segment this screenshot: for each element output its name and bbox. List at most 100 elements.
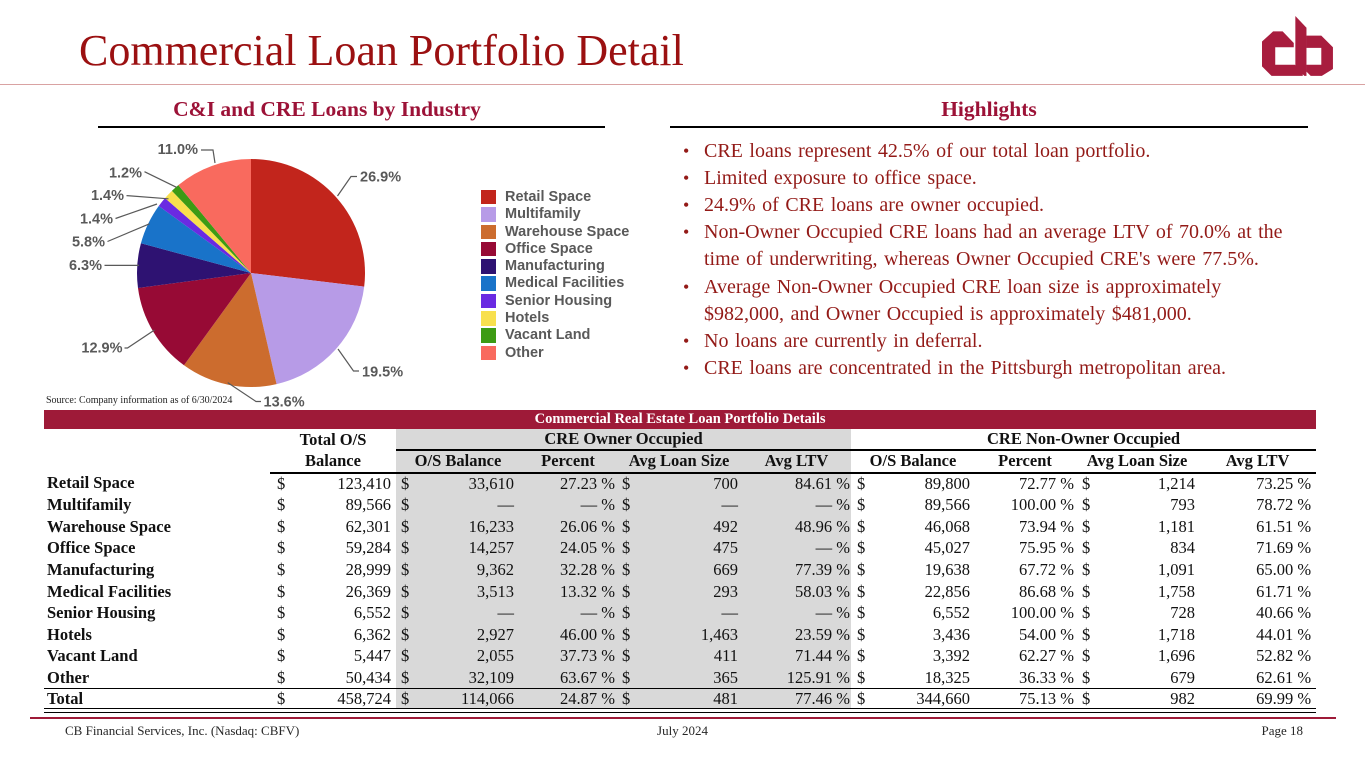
highlight-bullet: CRE loans are concentrated in the Pittsb…: [676, 355, 1294, 382]
cell-oo-percent: 13.32 %: [560, 581, 615, 601]
legend-label: Vacant Land: [505, 327, 591, 344]
pie-slice-manufacturing: [137, 243, 251, 288]
cell-oo-avg-ltv: 77.46 %: [742, 688, 851, 710]
currency-symbol: $: [622, 473, 631, 493]
cell-oo-avg-loan-size: $475: [622, 538, 738, 558]
pie-percent-label: 13.6%: [264, 395, 305, 411]
cell-noo-balance: $46,068: [857, 516, 970, 536]
legend-label: Warehouse Space: [505, 223, 630, 240]
cell-oo-balance: $2,927: [401, 624, 514, 644]
currency-symbol: $: [277, 603, 286, 623]
col-header-oo-percent: Percent: [520, 450, 616, 474]
currency-symbol: $: [277, 516, 286, 536]
legend-label: Retail Space: [505, 188, 592, 205]
currency-symbol: $: [277, 667, 286, 687]
cell-noo-percent: 54.00 %: [1019, 624, 1074, 644]
footer-page-number: Page 18: [1261, 722, 1303, 738]
cell-noo-balance: $22,856: [857, 581, 970, 601]
right-section-heading: Highlights: [941, 97, 1037, 121]
table-row: Office Space $59,284 $14,257 24.05 % $47…: [44, 537, 1316, 559]
legend-item: Multifamily: [481, 206, 629, 223]
currency-symbol: $: [1082, 559, 1091, 579]
table-total-row: Total $458,724 $114,066 24.87 % $481 77.…: [44, 688, 1317, 710]
table-row: Senior Housing $6,552 $ — — % $ — — % $6,5…: [44, 602, 1316, 624]
pie-percent-label: 26.9%: [360, 170, 401, 186]
currency-symbol: $: [401, 559, 410, 579]
legend-swatch: [481, 189, 496, 205]
cell-noo-avg-loan-size: $793: [1082, 494, 1195, 514]
currency-symbol: $: [401, 689, 410, 709]
cell-oo-avg-loan-size: $ —: [622, 603, 738, 623]
pie-leader-line: [115, 203, 158, 220]
currency-symbol: $: [1082, 538, 1091, 558]
currency-symbol: $: [857, 473, 866, 493]
cell-oo-percent: 46.00 %: [560, 624, 615, 644]
legend-label: Medical Facilities: [505, 275, 625, 292]
pie-slice-warehouse-space: [183, 273, 277, 387]
cell-noo-balance: $89,800: [857, 473, 970, 493]
row-label: Senior Housing: [47, 603, 156, 623]
cell-oo-avg-ltv: 58.03 %: [795, 581, 850, 601]
legend-label: Multifamily: [505, 206, 581, 223]
currency-symbol: $: [622, 494, 631, 514]
cell-noo-balance: $45,027: [857, 538, 970, 558]
cell-oo-percent: 24.05 %: [560, 538, 615, 558]
cell-oo-percent: 26.06 %: [560, 516, 615, 536]
pie-leader-line: [201, 149, 216, 164]
currency-symbol: $: [401, 473, 410, 493]
currency-symbol: $: [1082, 667, 1091, 687]
cell-noo-percent: 72.77 %: [1019, 473, 1074, 493]
currency-symbol: $: [401, 494, 410, 514]
legend-swatch: [481, 276, 496, 291]
legend-item: Senior Housing: [481, 292, 629, 309]
currency-symbol: $: [1082, 603, 1091, 623]
cell-oo-balance: $9,362: [401, 559, 514, 579]
col-header-noo-avg-loan-size: Avg Loan Size: [1075, 450, 1199, 474]
currency-symbol: $: [857, 494, 866, 514]
cell-oo-balance: $2,055: [401, 646, 514, 666]
legend-item: Hotels: [481, 310, 629, 327]
cell-noo-percent: 73.94 %: [1019, 516, 1074, 536]
currency-symbol: $: [277, 581, 286, 601]
group-header-owner-occupied: CRE Owner Occupied: [396, 429, 851, 451]
cell-total-balance: $26,369: [277, 581, 391, 601]
cell-oo-avg-loan-size: $669: [622, 559, 738, 579]
group-header-non-owner-occupied: CRE Non-Owner Occupied: [851, 429, 1317, 451]
currency-symbol: $: [401, 603, 410, 623]
pie-leader-line: [107, 223, 150, 243]
footer-divider: [30, 717, 1336, 719]
cell-noo-avg-ltv: 78.72 %: [1256, 494, 1312, 514]
cell-noo-percent: 100.00 %: [1010, 494, 1074, 514]
col-header-oo-avg-ltv: Avg LTV: [742, 450, 851, 474]
cell-noo-avg-ltv: 71.69 %: [1256, 538, 1312, 558]
pie-slice-medical-facilities: [140, 205, 251, 273]
col-header-noo-avg-ltv: Avg LTV: [1199, 450, 1317, 474]
currency-symbol: $: [277, 624, 286, 644]
cell-noo-avg-ltv: 69.99 %: [1199, 688, 1317, 710]
cell-noo-avg-ltv: 52.82 %: [1256, 646, 1312, 666]
currency-symbol: $: [622, 581, 631, 601]
cell-oo-balance: $3,513: [401, 581, 514, 601]
cell-noo-avg-loan-size: $728: [1082, 603, 1195, 623]
cell-total-balance: $59,284: [277, 538, 391, 558]
cell-oo-balance: $14,257: [401, 538, 514, 558]
currency-symbol: $: [622, 559, 631, 579]
table-row: Manufacturing $28,999 $9,362 32.28 % $66…: [44, 559, 1316, 581]
cell-oo-avg-loan-size: $411: [622, 646, 738, 666]
currency-symbol: $: [857, 624, 866, 644]
legend-item: Manufacturing: [481, 258, 629, 275]
cell-total-balance: $28,999: [277, 559, 391, 579]
row-label: Manufacturing: [47, 559, 155, 579]
pie-percent-label: 12.9%: [81, 341, 122, 357]
table-subheader-row: Balance O/S Balance Percent Avg Loan Siz…: [44, 450, 1317, 474]
pie-percent-label: 6.3%: [69, 258, 102, 274]
currency-symbol: $: [857, 667, 866, 687]
cell-oo-avg-ltv: 71.44 %: [795, 646, 850, 666]
col-header-balance: Balance: [270, 450, 396, 474]
currency-symbol: $: [401, 581, 410, 601]
currency-symbol: $: [1082, 516, 1091, 536]
col-header-oo-avg-loan-size: Avg Loan Size: [616, 450, 742, 474]
cell-oo-balance: $32,109: [401, 667, 514, 687]
cell-noo-avg-loan-size: $834: [1082, 538, 1195, 558]
